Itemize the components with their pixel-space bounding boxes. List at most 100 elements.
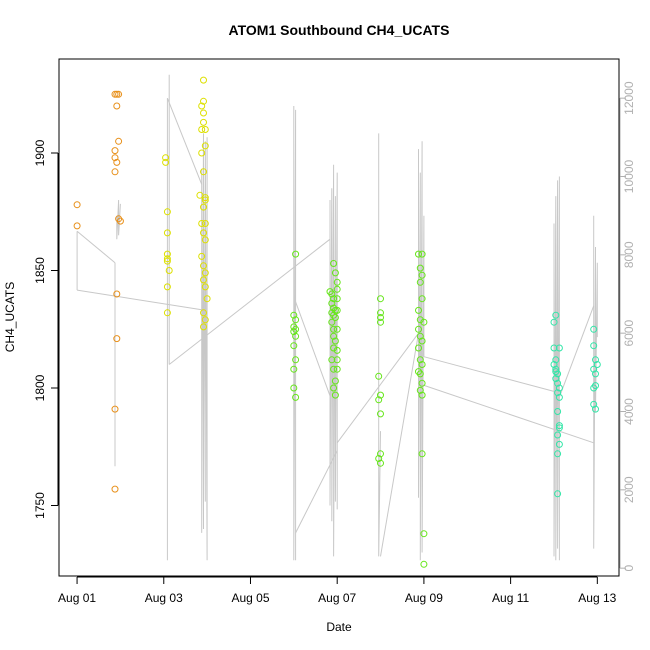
data-point	[331, 314, 339, 321]
data-point	[200, 203, 207, 211]
data-point	[590, 325, 598, 333]
data-point	[377, 450, 384, 458]
altitude-segment	[76, 230, 116, 264]
data-point	[330, 384, 338, 392]
data-point	[292, 332, 300, 340]
data-point	[203, 295, 211, 303]
altitude-segment	[420, 383, 594, 444]
y-axis: 1750 1800 1850 1900	[33, 139, 59, 519]
data-point	[111, 168, 119, 176]
data-point	[200, 76, 207, 84]
data-point	[550, 318, 558, 326]
data-point	[555, 440, 563, 448]
data-point	[328, 299, 336, 307]
y2-tick-label: 0	[622, 565, 636, 572]
data-point	[415, 325, 422, 333]
data-point	[552, 365, 560, 373]
data-point	[418, 391, 426, 399]
data-point	[200, 262, 207, 270]
altitude-segment	[418, 141, 425, 561]
altitude-segment	[329, 164, 338, 557]
data-point	[200, 276, 207, 284]
data-point	[555, 384, 563, 392]
data-point	[415, 306, 422, 314]
y2-tick-label: 2000	[622, 476, 636, 503]
data-point	[377, 459, 384, 467]
data-point	[111, 485, 119, 493]
data-point	[555, 393, 563, 401]
data-point	[290, 311, 298, 319]
data-point	[111, 405, 119, 413]
data-point	[330, 260, 338, 267]
data-point	[163, 257, 171, 265]
data-point	[290, 328, 298, 336]
data-point	[416, 264, 424, 272]
data-point	[377, 410, 384, 418]
data-point	[416, 386, 424, 394]
data-point	[113, 335, 121, 343]
altitude-segment	[593, 215, 598, 549]
data-point	[333, 365, 341, 373]
data-point	[330, 325, 338, 333]
data-point	[554, 379, 562, 387]
data-point	[555, 424, 563, 432]
data-point	[554, 408, 562, 415]
altitude-segment	[336, 332, 419, 444]
data-point	[115, 137, 123, 145]
data-point	[418, 271, 426, 279]
data-point	[111, 147, 119, 155]
x-tick-label: Aug 13	[578, 591, 616, 605]
data-point	[330, 311, 338, 319]
altitude-segment	[380, 333, 419, 557]
data-point	[200, 309, 207, 317]
data-point	[201, 283, 209, 291]
data-point	[592, 356, 599, 364]
data-point	[163, 208, 171, 216]
data-point	[418, 337, 426, 345]
data-point	[115, 90, 123, 98]
altitude-segment	[168, 238, 331, 365]
data-point	[416, 356, 424, 364]
data-point	[198, 102, 206, 110]
data-point	[330, 295, 338, 303]
data-point	[162, 154, 170, 162]
y-tick-label: 1900	[33, 139, 47, 166]
data-point	[201, 196, 209, 204]
data-point	[163, 250, 171, 258]
data-point	[201, 316, 209, 324]
data-point	[375, 396, 383, 404]
data-point	[200, 109, 207, 117]
data-point	[201, 194, 209, 202]
altitude-segment	[201, 133, 208, 561]
data-point	[590, 400, 598, 408]
data-point	[165, 267, 173, 274]
y-axis-label: CH4_UCATS	[3, 282, 17, 352]
data-point	[292, 316, 300, 324]
data-point	[420, 530, 428, 538]
data-point	[416, 316, 424, 324]
data-point	[292, 393, 300, 401]
data-point	[331, 269, 339, 277]
data-point	[416, 278, 424, 286]
data-point	[333, 356, 341, 364]
data-point	[111, 154, 119, 162]
data-point	[333, 325, 341, 333]
y2-tick-label: 10000	[622, 159, 636, 193]
data-point	[163, 309, 171, 317]
data-point	[198, 149, 206, 157]
data-point	[163, 255, 171, 263]
data-point	[593, 361, 601, 368]
altitude-segment	[553, 305, 595, 412]
data-point	[550, 361, 558, 368]
data-point	[375, 455, 383, 462]
data-point	[198, 126, 206, 133]
data-point	[418, 450, 426, 458]
data-point	[333, 285, 341, 293]
data-point	[415, 250, 422, 258]
data-point	[200, 323, 207, 331]
data-point	[115, 215, 123, 223]
data-point	[73, 201, 81, 209]
data-point	[552, 311, 560, 319]
chart-title: ATOM1 Southbound CH4_UCATS	[229, 22, 450, 38]
data-point	[592, 405, 599, 413]
